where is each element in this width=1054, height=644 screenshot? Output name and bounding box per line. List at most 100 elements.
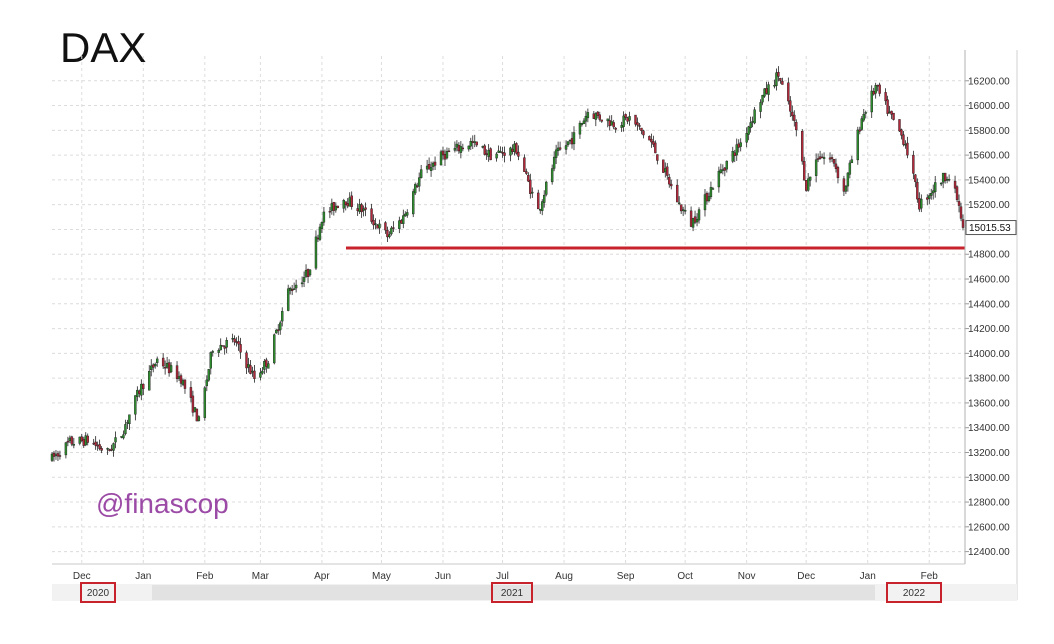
candle-body (545, 181, 548, 195)
candle-body (509, 147, 512, 156)
candle-body (884, 92, 887, 102)
x-tick-label: Jan (135, 571, 151, 582)
x-axis: Dec Jan Feb Mar Apr May Jun Jul Aug Sep Oct Nov Dec J… (52, 563, 965, 582)
candle-body (543, 194, 546, 203)
candle-body (181, 380, 185, 385)
candle-body (134, 395, 137, 415)
candle-body (237, 341, 240, 345)
x-tick-label: Dec (73, 571, 91, 582)
candle-body (594, 113, 598, 120)
candle-body (898, 119, 901, 132)
candle-body (787, 82, 790, 102)
candle-body (709, 187, 713, 198)
candle-body (205, 379, 209, 387)
candle-body (263, 361, 266, 370)
candle-body (249, 365, 252, 374)
candle-body (914, 174, 917, 183)
candle-body (404, 213, 407, 217)
candle-body (348, 197, 351, 207)
candle-body (572, 132, 576, 145)
year-label: 2021 (501, 588, 524, 599)
y-axis: 12400.00 12600.00 12800.00 13000.00 13200.00… (964, 50, 1018, 600)
y-tick-label: 13200.00 (968, 448, 1010, 459)
candle-body (731, 151, 734, 162)
candle-body (455, 143, 459, 148)
candle-body (930, 193, 933, 196)
candle-body (606, 118, 609, 122)
candle-body (638, 125, 641, 127)
candle-body (848, 162, 852, 175)
candle-body (501, 152, 504, 154)
candle-body (872, 91, 875, 95)
candle-body (681, 209, 685, 211)
candle-body (703, 194, 707, 211)
candle-body (515, 143, 518, 154)
candle-body (114, 437, 117, 443)
x-tick-label: Sep (617, 571, 635, 582)
candle-body (943, 172, 947, 181)
candle-body (344, 201, 347, 205)
candle-body (539, 209, 542, 211)
candle-body (876, 84, 879, 87)
candle-body (803, 161, 806, 181)
candle-body (765, 88, 768, 94)
candle-body (58, 455, 62, 457)
candle-body (304, 269, 308, 277)
candle-body (126, 422, 129, 424)
candle-body (195, 408, 199, 422)
y-tick-label: 14400.00 (968, 299, 1010, 310)
candle-body (818, 156, 822, 159)
candle-body (356, 208, 359, 212)
candle-body (239, 344, 242, 353)
candle-body (318, 226, 322, 240)
candle-body (441, 150, 445, 156)
candle-body (358, 204, 361, 212)
candle-body (858, 129, 861, 132)
candle-body (150, 365, 153, 371)
candle-body (251, 370, 254, 373)
candle-body (735, 144, 738, 156)
candle-body (537, 192, 540, 210)
candle-body (513, 143, 516, 152)
candle-body (662, 159, 665, 173)
candle-body (612, 122, 615, 128)
candle-body (122, 434, 125, 439)
candle-body (372, 219, 375, 226)
candle-body (693, 216, 697, 223)
time-navigator: 2020 2021 2022 (52, 582, 1017, 603)
candle-body (419, 169, 423, 178)
candle-body (292, 288, 296, 290)
candle-body (733, 152, 736, 156)
candle-body (330, 203, 334, 211)
candle-body (959, 206, 963, 219)
candle-body (650, 138, 653, 143)
candle-body (163, 366, 167, 369)
navigator-window[interactable] (152, 585, 875, 600)
candle-body (467, 145, 470, 150)
year-highlight-box (80, 582, 116, 603)
y-tick-label: 14000.00 (968, 349, 1010, 360)
candle-body (531, 191, 534, 194)
candle-body (683, 210, 687, 212)
candle-body (193, 407, 197, 412)
candle-body (832, 159, 836, 164)
candle-body (862, 114, 865, 121)
candle-body (167, 362, 171, 374)
candle-body (320, 221, 324, 229)
candle-body (433, 161, 437, 166)
candle-body (874, 85, 877, 94)
candle-body (846, 172, 850, 187)
candle-body (737, 143, 740, 148)
y-tick-label: 13600.00 (968, 398, 1010, 409)
candle-body (566, 141, 570, 145)
candle-body (828, 157, 832, 160)
candle-body (820, 156, 824, 159)
candle-body (791, 111, 794, 117)
candle-body (934, 182, 937, 192)
x-tick-label: Feb (921, 571, 939, 582)
candle-body (614, 127, 617, 130)
y-tick-label: 15200.00 (968, 200, 1010, 211)
y-tick-label: 15400.00 (968, 175, 1010, 186)
candle-body (138, 390, 141, 394)
candle-body (497, 150, 500, 153)
